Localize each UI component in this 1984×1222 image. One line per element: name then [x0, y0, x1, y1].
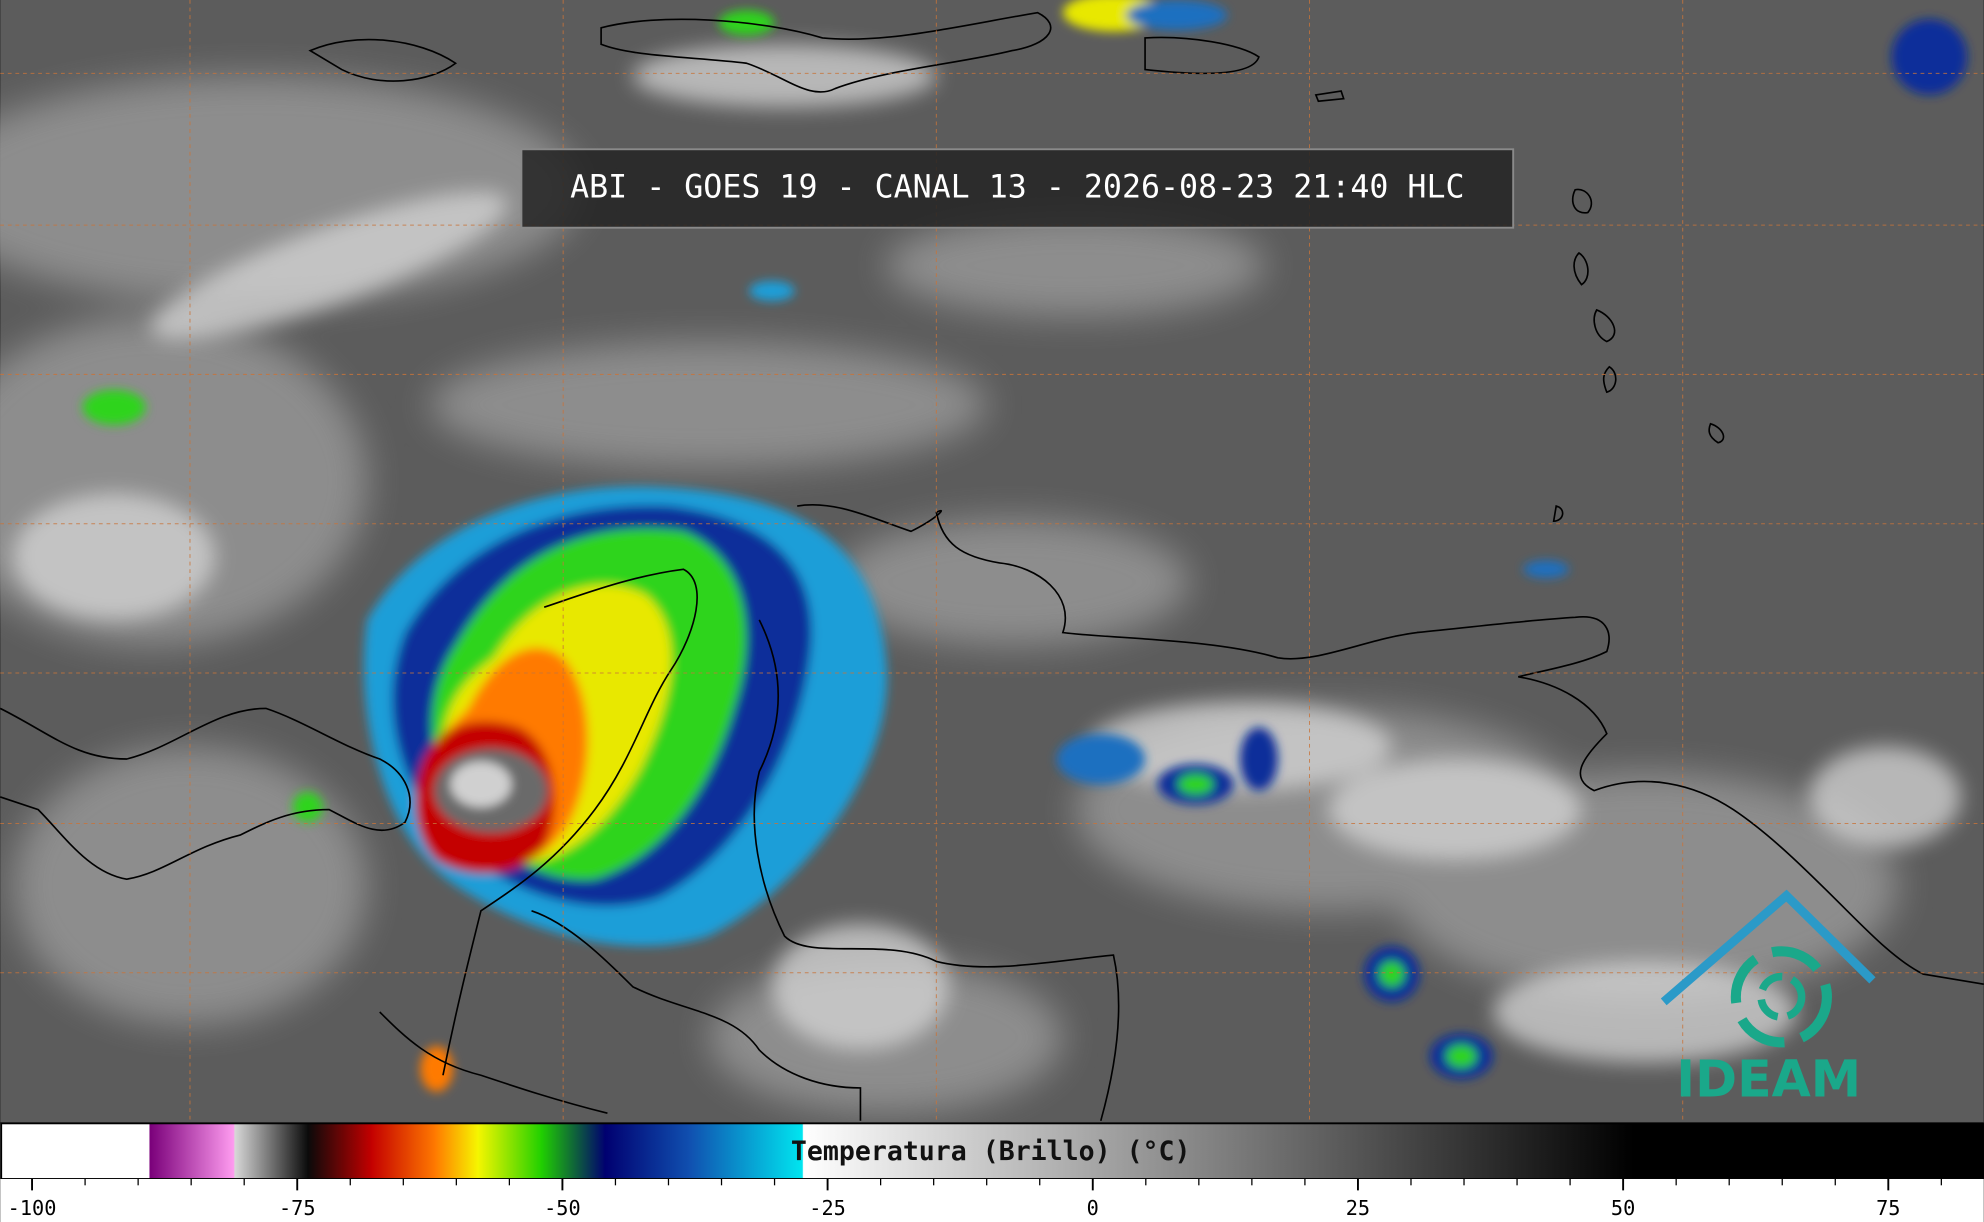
tick-label: -25 [809, 1196, 846, 1220]
tick-label: -100 [8, 1196, 57, 1220]
title: ABI - GOES 19 - CANAL 13 - 2026-08-23 21… [570, 169, 1464, 205]
logo-text: IDEAM [1676, 1049, 1861, 1108]
coastlines [0, 11, 1984, 1122]
convective-system [82, 0, 1968, 1092]
colorbar-label: Temperatura (Brillo) (°C) [791, 1136, 1191, 1167]
colorbar-segment [541, 1123, 606, 1179]
colorbar-segment [604, 1123, 691, 1179]
tick-label: 0 [1087, 1196, 1099, 1220]
tick-label: 50 [1611, 1196, 1635, 1220]
colorbar-segment [149, 1123, 235, 1179]
logo-swirl [1730, 946, 1832, 1048]
tick-label: 75 [1876, 1196, 1900, 1220]
graticule [0, 0, 1984, 1124]
logo-swirl-inner [1757, 972, 1806, 1021]
tick-label: 25 [1346, 1196, 1370, 1220]
colorbar-segment [689, 1123, 803, 1179]
colorbar-segment [802, 1123, 804, 1179]
tick-label: -75 [279, 1196, 316, 1220]
colorbar-segment [371, 1123, 436, 1179]
colorbar-segment [1633, 1123, 1984, 1179]
colorbar-segment [435, 1123, 479, 1179]
colorbar-segment [477, 1123, 542, 1179]
tick-label: -50 [544, 1196, 581, 1220]
colorbar-segment [148, 1123, 151, 1179]
colorbar-segment [0, 1123, 150, 1179]
colorbar-segment [234, 1123, 309, 1179]
logo-roof [1660, 889, 1876, 1006]
colorbar-segment [307, 1123, 373, 1179]
title-box: ABI - GOES 19 - CANAL 13 - 2026-08-23 21… [520, 148, 1515, 229]
colorbar-segment [803, 1123, 1635, 1179]
tick-strip [0, 1178, 1984, 1222]
logo: IDEAM [1660, 889, 1876, 1108]
colorbar-segment [233, 1123, 236, 1179]
colorbar: -100 -75 -50 -25 0 25 50 75 Temperatura (Brillo)… [0, 1122, 1984, 1222]
